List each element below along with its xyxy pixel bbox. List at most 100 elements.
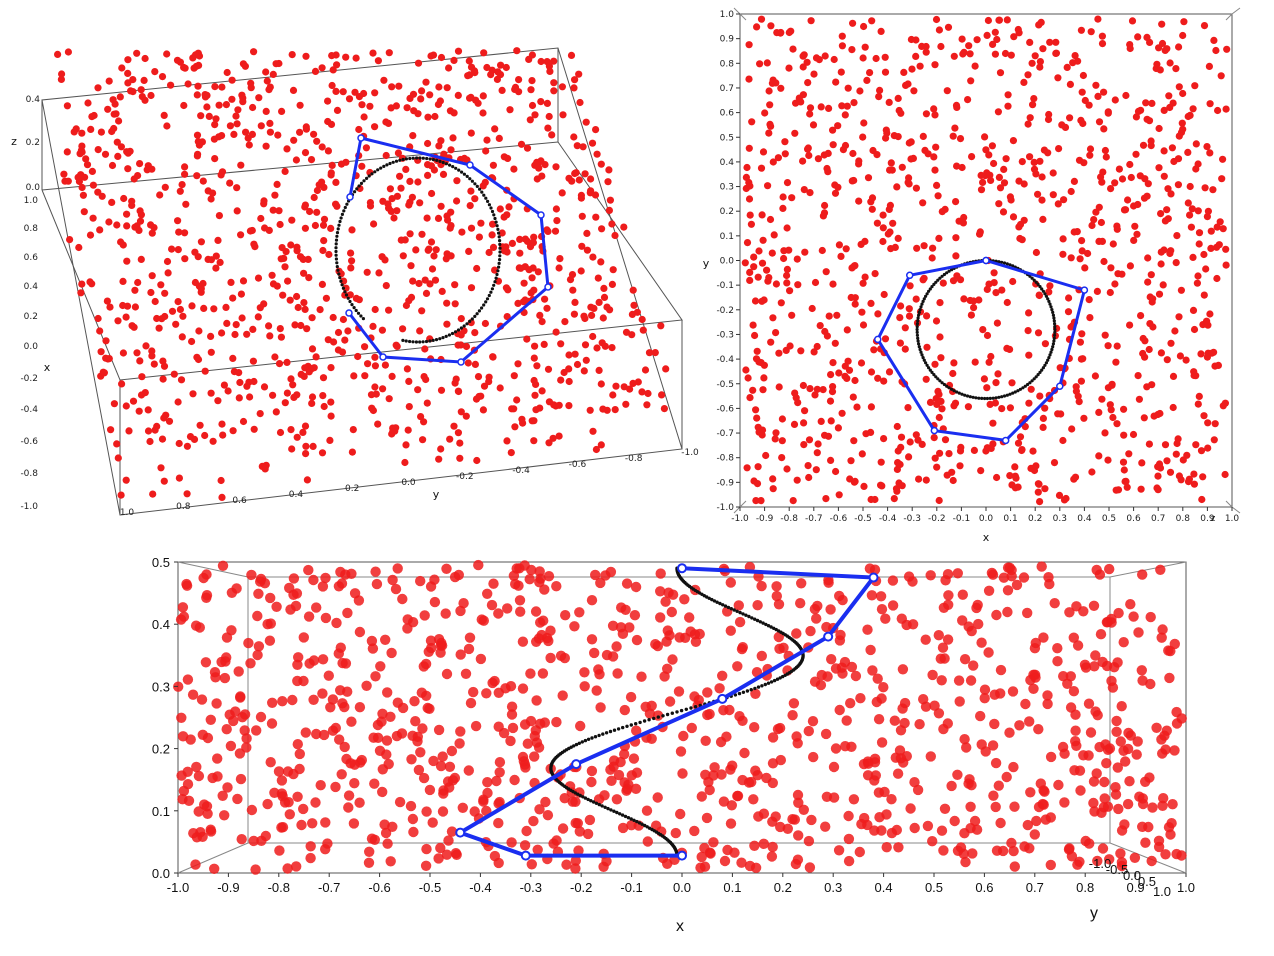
curve-point bbox=[1018, 387, 1023, 391]
data-point bbox=[701, 812, 713, 824]
data-point bbox=[433, 724, 445, 736]
data-point bbox=[772, 280, 781, 288]
data-point bbox=[113, 221, 121, 229]
data-point bbox=[550, 79, 558, 87]
data-point bbox=[1092, 208, 1100, 216]
data-point bbox=[147, 221, 155, 229]
data-point bbox=[1059, 436, 1067, 445]
curve-point bbox=[621, 725, 625, 730]
data-point bbox=[397, 184, 405, 192]
polygon-vertex bbox=[874, 335, 882, 344]
data-point bbox=[582, 118, 590, 126]
curve-point bbox=[597, 802, 601, 807]
y-tick-label: 0.9 bbox=[720, 35, 735, 45]
polygon-vertex bbox=[345, 309, 353, 317]
data-point bbox=[1166, 249, 1174, 258]
data-point bbox=[379, 385, 387, 393]
data-point bbox=[1095, 629, 1107, 640]
data-point bbox=[414, 59, 423, 67]
data-point bbox=[333, 202, 341, 210]
data-point bbox=[485, 378, 493, 386]
data-point bbox=[1158, 793, 1169, 804]
data-point bbox=[329, 66, 337, 74]
data-point bbox=[377, 708, 388, 719]
data-point bbox=[431, 276, 440, 284]
data-point bbox=[382, 151, 390, 160]
data-point bbox=[318, 729, 330, 741]
data-point bbox=[892, 768, 904, 779]
data-point bbox=[638, 315, 646, 324]
data-point bbox=[949, 132, 957, 140]
data-point bbox=[1203, 353, 1211, 361]
data-point bbox=[1078, 330, 1086, 338]
data-point bbox=[855, 693, 866, 704]
data-point bbox=[437, 751, 448, 762]
data-point bbox=[625, 691, 637, 703]
data-point bbox=[949, 476, 957, 485]
curve-point bbox=[581, 795, 585, 799]
data-point bbox=[940, 575, 951, 586]
data-point bbox=[832, 78, 840, 86]
data-point bbox=[297, 370, 305, 378]
data-point bbox=[938, 602, 950, 613]
data-point bbox=[1075, 398, 1083, 406]
data-point bbox=[544, 124, 552, 132]
data-point bbox=[340, 277, 348, 285]
curve-point bbox=[927, 366, 931, 370]
data-point bbox=[301, 305, 309, 313]
curve-point bbox=[947, 386, 951, 390]
data-point bbox=[922, 110, 931, 118]
curve-point bbox=[340, 212, 344, 216]
data-point bbox=[922, 42, 930, 51]
x-tick-label: -0.4 bbox=[469, 880, 491, 895]
data-point bbox=[200, 657, 212, 668]
data-point bbox=[405, 403, 413, 411]
data-point bbox=[385, 49, 393, 57]
data-point bbox=[571, 350, 579, 358]
data-point bbox=[482, 777, 493, 788]
curve-point bbox=[1040, 368, 1044, 372]
data-point bbox=[1092, 855, 1103, 867]
data-point bbox=[1099, 776, 1110, 788]
data-point bbox=[778, 454, 786, 462]
panel-top: -1.0 -0.9 -0.8 -0.7 -0.6 -0.5 -0.4 -0.3 -0.2 -0.1… bbox=[703, 7, 1241, 544]
data-point bbox=[841, 141, 850, 150]
curve-point bbox=[1053, 333, 1057, 337]
data-point bbox=[1179, 456, 1187, 464]
data-point bbox=[620, 223, 628, 231]
data-point bbox=[189, 54, 197, 62]
data-point bbox=[1004, 102, 1012, 110]
data-point bbox=[788, 698, 800, 709]
data-point bbox=[841, 715, 852, 726]
data-point bbox=[423, 646, 434, 657]
data-point bbox=[480, 49, 488, 57]
data-point bbox=[794, 281, 802, 289]
data-point bbox=[442, 255, 450, 263]
curve-point bbox=[917, 342, 921, 346]
data-point bbox=[311, 221, 319, 230]
data-point bbox=[412, 246, 420, 254]
data-point bbox=[174, 217, 182, 225]
curve-point bbox=[991, 396, 995, 400]
curve-point bbox=[616, 727, 621, 731]
data-point bbox=[252, 649, 263, 661]
data-point bbox=[123, 222, 131, 230]
data-point bbox=[1155, 564, 1166, 575]
data-point bbox=[914, 719, 925, 730]
data-point bbox=[223, 68, 231, 77]
curve-point bbox=[919, 350, 923, 354]
data-point bbox=[136, 160, 144, 168]
data-point bbox=[223, 319, 231, 327]
data-point bbox=[1007, 686, 1019, 697]
curve-point bbox=[356, 311, 361, 315]
data-point bbox=[794, 399, 802, 407]
data-point bbox=[235, 394, 243, 402]
data-point bbox=[861, 273, 869, 281]
data-point bbox=[821, 52, 829, 60]
data-point bbox=[1194, 207, 1202, 215]
data-point bbox=[291, 861, 302, 872]
data-point bbox=[348, 226, 356, 234]
data-point bbox=[920, 701, 932, 712]
data-point bbox=[438, 287, 446, 295]
data-point bbox=[1064, 843, 1075, 854]
